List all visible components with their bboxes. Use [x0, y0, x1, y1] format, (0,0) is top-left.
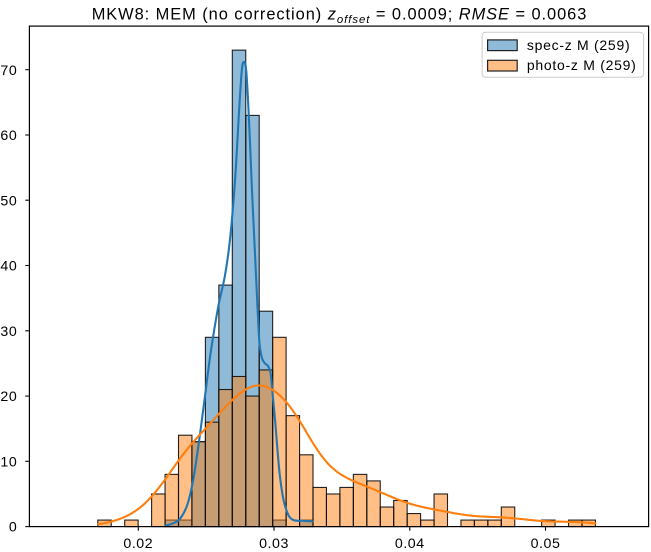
svg-text:0.05: 0.05	[531, 536, 561, 552]
svg-text:50: 50	[0, 193, 17, 209]
svg-text:20: 20	[0, 389, 17, 405]
svg-text:60: 60	[0, 128, 17, 144]
svg-text:0.02: 0.02	[123, 536, 153, 552]
svg-text:photo-z M (259): photo-z M (259)	[527, 57, 637, 73]
svg-text:0: 0	[9, 520, 17, 536]
svg-text:40: 40	[0, 259, 17, 275]
svg-text:10: 10	[0, 454, 17, 470]
svg-text:spec-z M (259): spec-z M (259)	[527, 37, 630, 53]
svg-text:70: 70	[0, 63, 17, 79]
svg-text:30: 30	[0, 324, 17, 340]
svg-text:0.03: 0.03	[259, 536, 289, 552]
svg-text:MKW8: MEM (no correction) zoff: MKW8: MEM (no correction) zoffset = 0.00…	[92, 5, 588, 26]
svg-text:0.04: 0.04	[395, 536, 425, 552]
